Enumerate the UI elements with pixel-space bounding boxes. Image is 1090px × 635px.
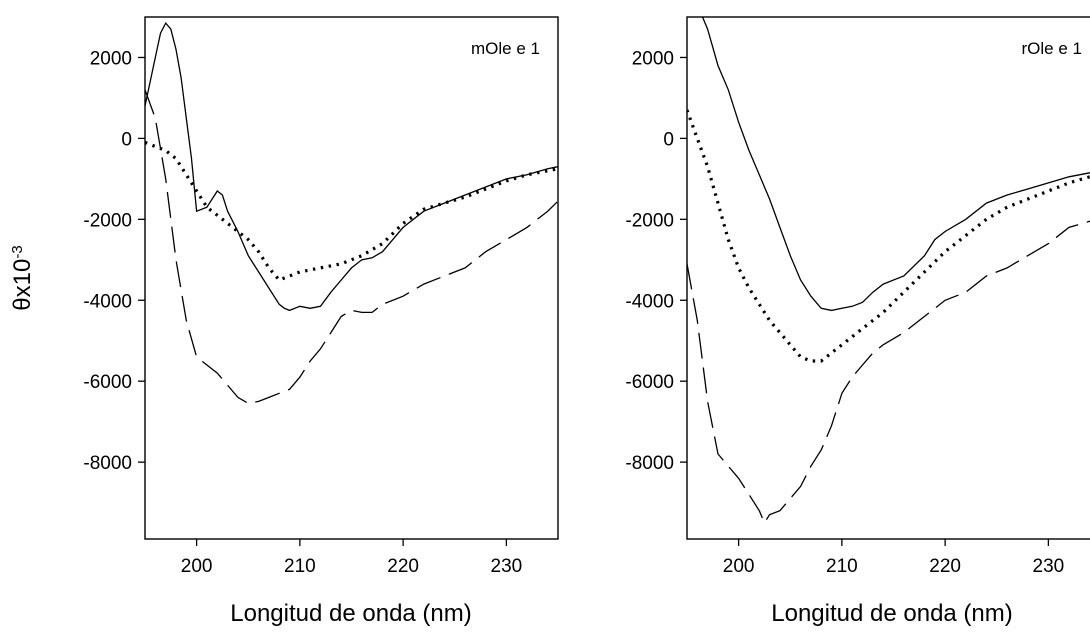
series-line-dotted xyxy=(687,109,1090,363)
series-line-dashed xyxy=(687,220,1090,525)
y-tick-label: -6000 xyxy=(625,372,674,393)
y-tick-label: -4000 xyxy=(83,291,132,312)
plot-frame xyxy=(686,16,1090,540)
y-tick-label: -2000 xyxy=(625,210,674,231)
y-axis-title-exponent: -3 xyxy=(9,245,26,258)
x-tick-label: 220 xyxy=(929,556,961,577)
y-tick-label: -4000 xyxy=(625,291,674,312)
chart-panel-right: rOle e 1 Longitud de onda (nm) 2000 0 -200… xyxy=(625,16,1090,627)
plot-frame xyxy=(144,16,559,540)
x-tick-label: 210 xyxy=(284,556,316,577)
series-line-dotted xyxy=(145,140,558,282)
y-axis-title: θx10-3 xyxy=(9,245,37,310)
y-tick-label: -6000 xyxy=(83,372,132,393)
chart-panel-left: mOle e 1 Longitud de onda (nm) θx10-3 20… xyxy=(9,16,559,627)
y-tick-label: -2000 xyxy=(83,210,132,231)
y-axis-title-base: θx10 xyxy=(9,259,36,311)
panel-label: rOle e 1 xyxy=(1022,39,1082,58)
series-line-dashed xyxy=(145,89,558,405)
x-tick-label: 200 xyxy=(181,556,213,577)
y-tick-label: 2000 xyxy=(632,48,674,69)
x-tick-label: 230 xyxy=(491,556,523,577)
y-tick-label: 0 xyxy=(663,129,674,150)
series-line-solid xyxy=(145,21,558,312)
y-tick-label: 0 xyxy=(121,129,132,150)
x-tick-label: 210 xyxy=(826,556,858,577)
series-line-solid xyxy=(701,17,1090,312)
x-tick-label: 230 xyxy=(1033,556,1065,577)
x-axis-title: Longitud de onda (nm) xyxy=(771,600,1013,627)
panel-label: mOle e 1 xyxy=(471,39,540,58)
x-axis-title: Longitud de onda (nm) xyxy=(230,600,472,627)
y-tick-label: -8000 xyxy=(83,453,132,474)
y-tick-label: -8000 xyxy=(625,453,674,474)
x-tick-label: 200 xyxy=(723,556,755,577)
x-tick-label: 220 xyxy=(387,556,419,577)
y-tick-label: 2000 xyxy=(90,48,132,69)
